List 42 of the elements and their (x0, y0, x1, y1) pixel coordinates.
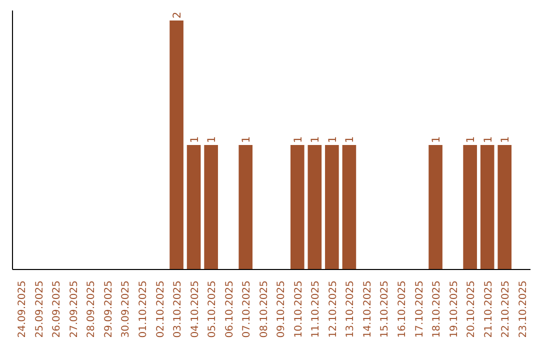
x-tick-label: 09.10.2025 (276, 280, 288, 338)
data-label: 1 (291, 136, 304, 143)
x-tick-label: 06.10.2025 (224, 280, 236, 338)
x-tick-label: 08.10.2025 (258, 280, 270, 338)
x-tick-label: 13.10.2025 (345, 280, 356, 338)
x-tick-label: 01.10.2025 (138, 280, 149, 338)
data-label: 1 (430, 136, 443, 143)
x-tick-label: 22.10.2025 (500, 280, 512, 338)
x-tick-label: 20.10.2025 (466, 280, 478, 338)
x-tick-label: 17.10.2025 (414, 280, 426, 338)
x-tick-label: 14.10.2025 (362, 280, 374, 338)
x-tick-label: 24.09.2025 (17, 280, 28, 338)
data-label: 1 (343, 136, 356, 143)
x-tick-label: 02.10.2025 (155, 280, 166, 338)
x-tick-label: 12.10.2025 (328, 280, 339, 338)
x-tick-label: 04.10.2025 (190, 280, 201, 338)
x-tick-label: 10.10.2025 (293, 280, 304, 338)
x-tick-label: 05.10.2025 (207, 280, 218, 338)
data-label: 1 (205, 136, 218, 143)
x-tick-label: 03.10.2025 (172, 280, 184, 338)
data-label: 1 (498, 136, 512, 143)
x-tick-label: 18.10.2025 (432, 280, 443, 338)
x-tick-label: 27.09.2025 (68, 280, 80, 338)
x-tick-label: 07.10.2025 (242, 280, 253, 338)
x-tick-label: 16.10.2025 (397, 280, 408, 338)
x-tick-label: 21.10.2025 (483, 280, 494, 338)
x-tick-label: 30.09.2025 (120, 280, 132, 338)
x-tick-label: 26.09.2025 (52, 280, 63, 338)
x-tick-label: 19.10.2025 (448, 280, 460, 338)
data-label: 2 (170, 12, 184, 18)
data-label: 1 (308, 136, 322, 143)
x-tick-label: 23.10.2025 (518, 280, 529, 338)
x-tick-label: 28.09.2025 (86, 280, 98, 338)
data-label: 1 (326, 136, 339, 143)
x-tick-label: 25.09.2025 (34, 280, 46, 338)
x-tick-label: 15.10.2025 (380, 280, 391, 338)
x-tick-label: 29.09.2025 (103, 280, 114, 338)
data-label: 1 (240, 136, 253, 143)
data-label: 1 (481, 136, 494, 143)
x-tick-label: 11.10.2025 (310, 280, 322, 338)
data-label: 1 (188, 136, 201, 143)
data-label: 1 (464, 136, 478, 143)
